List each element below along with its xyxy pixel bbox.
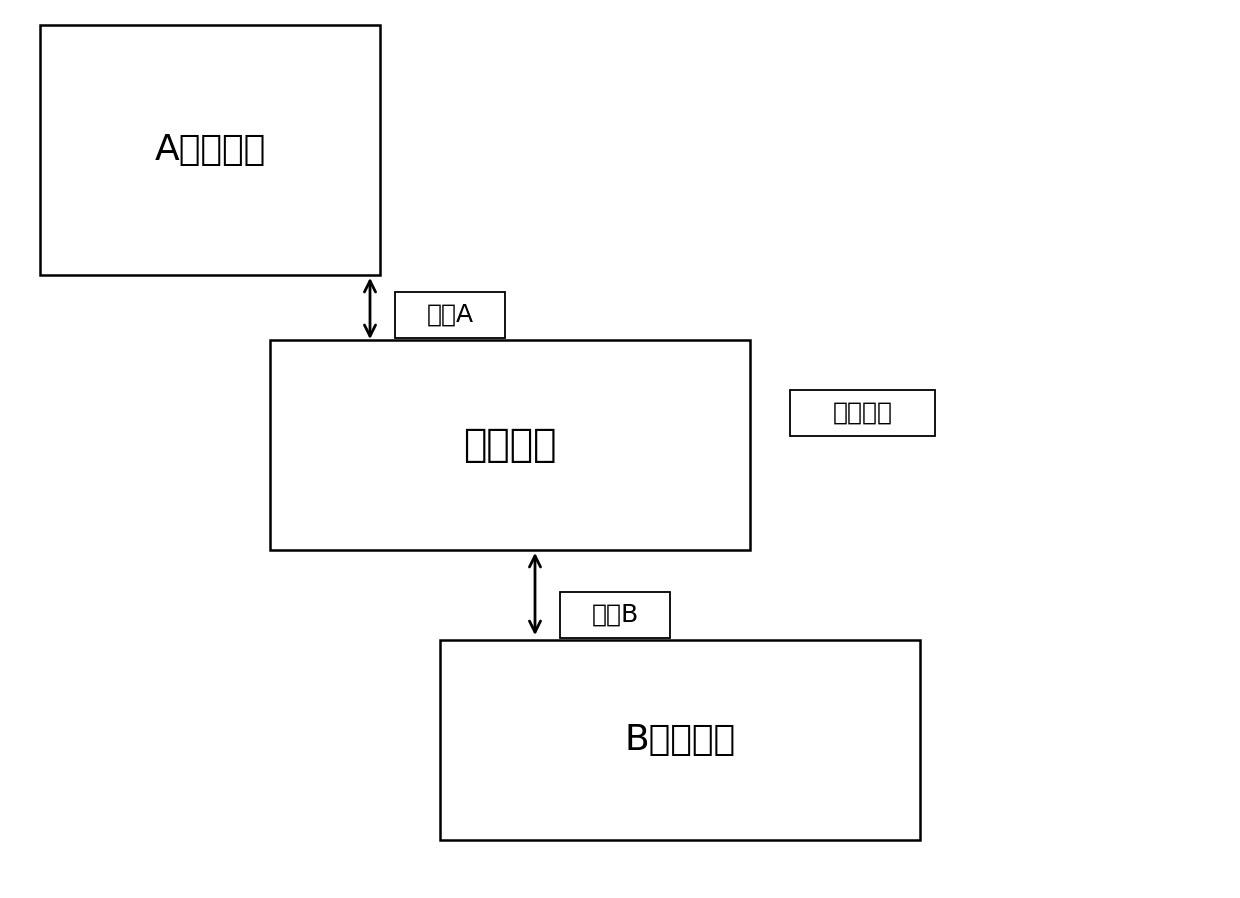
Bar	[40, 25, 379, 275]
Text: 中间模块: 中间模块	[464, 426, 557, 464]
Text: 供电电源: 供电电源	[832, 401, 893, 425]
Bar	[270, 340, 750, 550]
Bar	[440, 640, 920, 840]
Bar	[396, 292, 505, 338]
Text: A厂家产品: A厂家产品	[154, 133, 265, 167]
Text: B厂家产品: B厂家产品	[625, 723, 735, 757]
Bar	[560, 592, 670, 638]
Text: 接口A: 接口A	[427, 303, 474, 327]
Bar	[790, 390, 935, 436]
Text: 接口B: 接口B	[591, 603, 639, 627]
